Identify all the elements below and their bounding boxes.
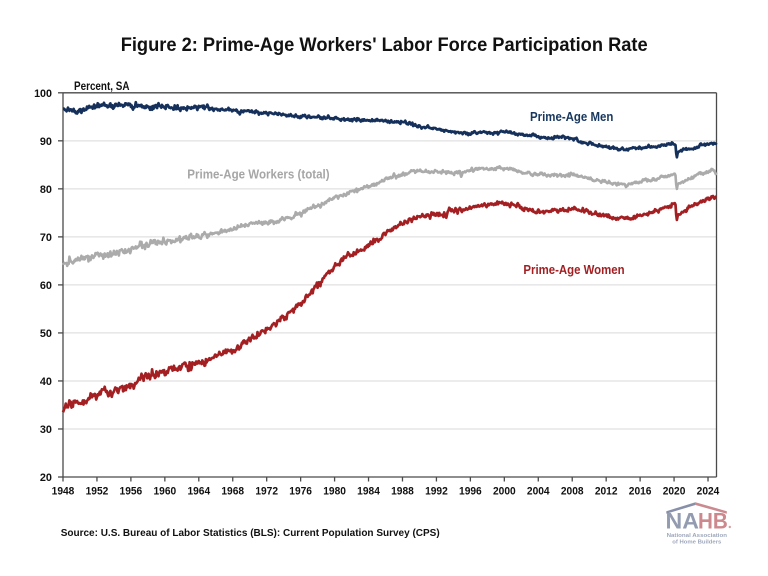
svg-text:2016: 2016 [629,486,652,498]
svg-text:National Association: National Association [667,533,727,539]
svg-text:HB: HB [698,509,728,534]
svg-text:Figure 2: Prime-Age Workers' L: Figure 2: Prime-Age Workers' Labor Force… [121,35,648,56]
svg-text:2020: 2020 [663,486,686,498]
svg-text:Prime-Age Men: Prime-Age Men [530,110,613,124]
svg-text:40: 40 [40,376,52,388]
svg-text:30: 30 [40,424,52,436]
svg-text:2024: 2024 [697,486,721,498]
svg-text:1968: 1968 [221,486,244,498]
svg-text:2008: 2008 [561,486,584,498]
svg-text:1964: 1964 [187,486,211,498]
svg-text:1960: 1960 [153,486,176,498]
svg-text:80: 80 [40,184,52,196]
svg-text:100: 100 [34,88,52,100]
svg-text:Prime-Age Women: Prime-Age Women [523,263,624,277]
svg-text:90: 90 [40,136,52,148]
svg-text:Percent, SA: Percent, SA [74,81,130,93]
svg-text:20: 20 [40,472,52,484]
svg-text:Prime-Age Workers (total): Prime-Age Workers (total) [187,168,329,182]
svg-text:2012: 2012 [595,486,618,498]
svg-text:of Home Builders: of Home Builders [672,540,721,546]
svg-text:2004: 2004 [527,486,551,498]
svg-text:1980: 1980 [323,486,346,498]
svg-text:1956: 1956 [120,486,143,498]
svg-text:Source: U.S. Bureau of Labor S: Source: U.S. Bureau of Labor Statistics … [61,528,440,539]
svg-text:1984: 1984 [357,486,381,498]
svg-text:NA: NA [666,509,699,534]
svg-text:1988: 1988 [391,486,414,498]
svg-text:1952: 1952 [86,486,109,498]
svg-text:1948: 1948 [52,486,75,498]
svg-text:2000: 2000 [493,486,516,498]
svg-text:70: 70 [40,232,52,244]
svg-text:60: 60 [40,280,52,292]
svg-text:1972: 1972 [255,486,278,498]
svg-text:1992: 1992 [425,486,448,498]
svg-text:1976: 1976 [289,486,312,498]
svg-text:50: 50 [40,328,52,340]
svg-text:1996: 1996 [459,486,482,498]
